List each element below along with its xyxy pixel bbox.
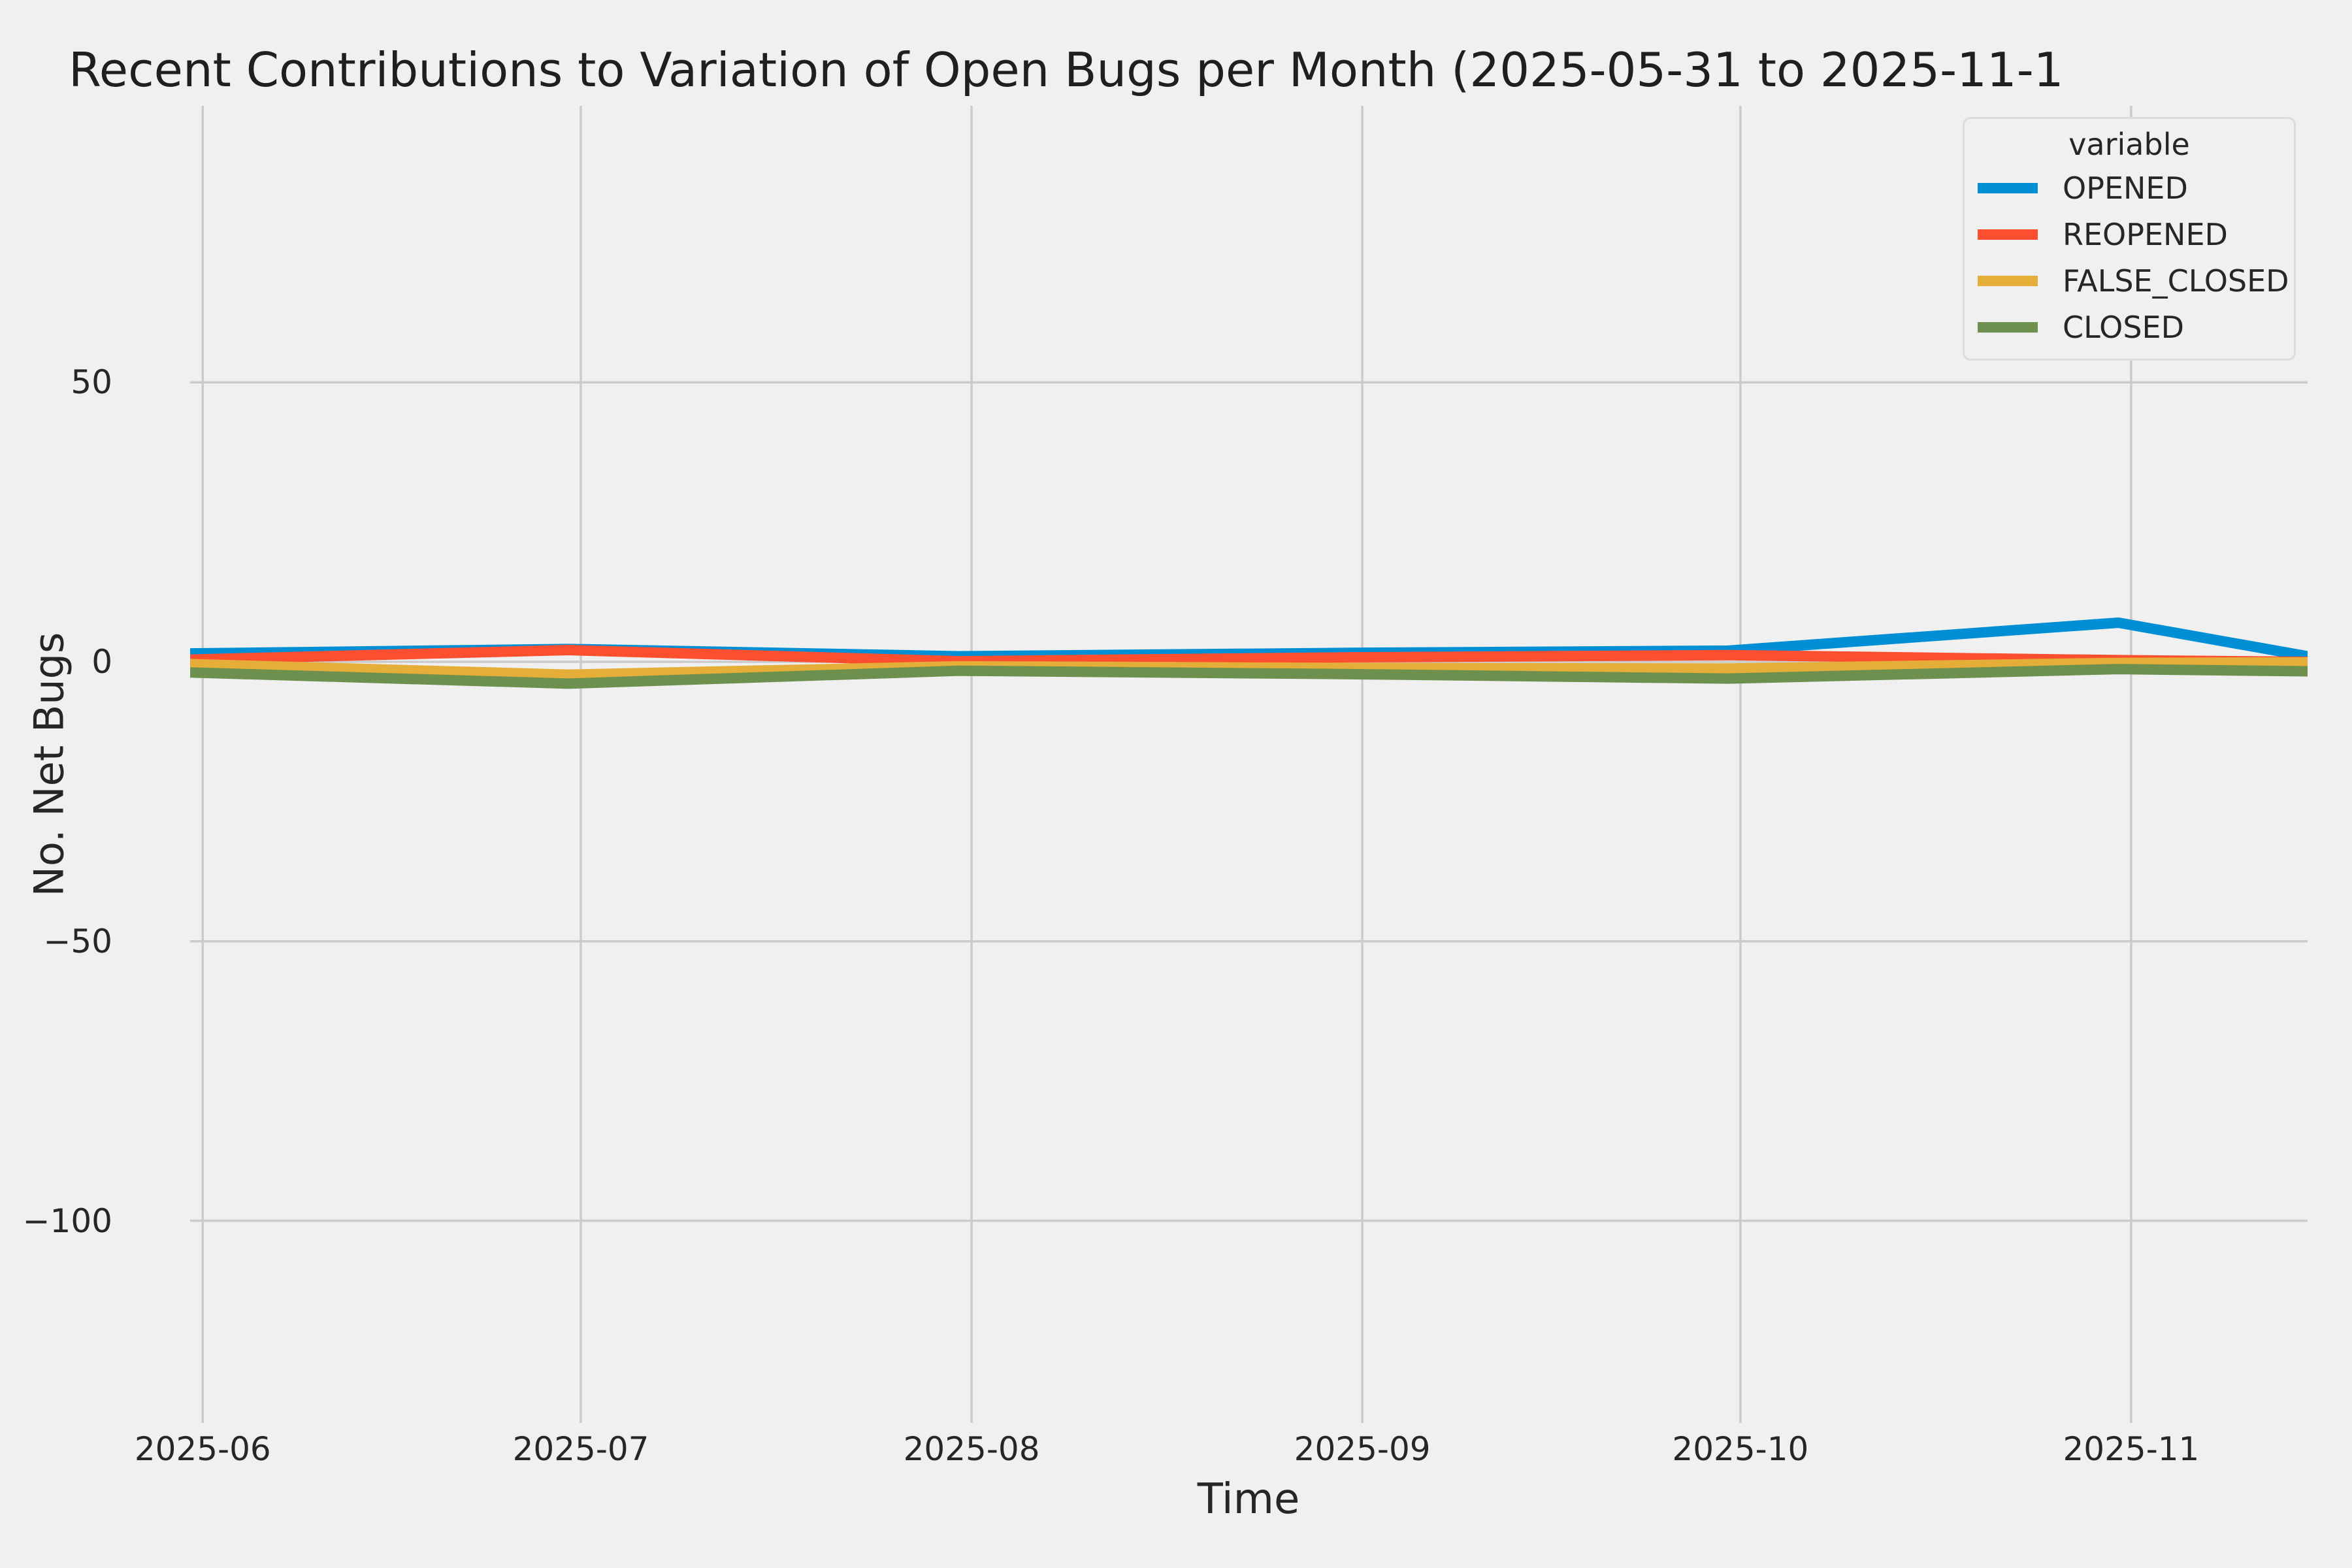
legend-label: FALSE_CLOSED bbox=[2063, 263, 2289, 299]
series-lines bbox=[190, 617, 2308, 689]
y-tick-label: 50 bbox=[71, 363, 112, 402]
y-tick-label: −50 bbox=[43, 922, 112, 960]
x-tick-label: 2025-10 bbox=[1672, 1430, 1809, 1468]
legend-item-FALSE_CLOSED: FALSE_CLOSED bbox=[1975, 257, 2289, 304]
x-tick-label: 2025-11 bbox=[2063, 1430, 2200, 1468]
x-tick-label: 2025-07 bbox=[512, 1430, 649, 1468]
legend-item-OPENED: OPENED bbox=[1975, 165, 2283, 211]
x-tick-label: 2025-09 bbox=[1294, 1430, 1431, 1468]
series-line-CLOSED bbox=[190, 664, 2308, 689]
legend-swatch-icon bbox=[1978, 275, 2038, 286]
legend-title: variable bbox=[2068, 127, 2190, 162]
x-tick-label: 2025-08 bbox=[903, 1430, 1040, 1468]
legend-swatch-icon bbox=[1978, 229, 2038, 240]
chart-title: Recent Contributions to Variation of Ope… bbox=[69, 42, 2064, 97]
legend-swatch-icon bbox=[1978, 321, 2038, 333]
legend-item-REOPENED: REOPENED bbox=[1975, 211, 2283, 257]
legend-item-CLOSED: CLOSED bbox=[1975, 304, 2283, 350]
y-tick-label: −100 bbox=[22, 1201, 112, 1240]
x-axis-label: Time bbox=[1197, 1475, 1300, 1524]
legend-swatch-icon bbox=[1978, 182, 2038, 193]
legend-label: REOPENED bbox=[2063, 216, 2228, 252]
legend-label: OPENED bbox=[2063, 170, 2188, 206]
legend: variable OPENED REOPENED FALSE_CLOSED CLOSE… bbox=[1963, 117, 2296, 361]
x-tick-label: 2025-06 bbox=[134, 1430, 271, 1468]
y-tick-label: 0 bbox=[91, 643, 112, 681]
legend-label: CLOSED bbox=[2063, 309, 2184, 345]
series-line-FALSE_CLOSED bbox=[190, 657, 2308, 680]
legend-items: OPENED REOPENED FALSE_CLOSED CLOSED bbox=[1975, 165, 2289, 350]
